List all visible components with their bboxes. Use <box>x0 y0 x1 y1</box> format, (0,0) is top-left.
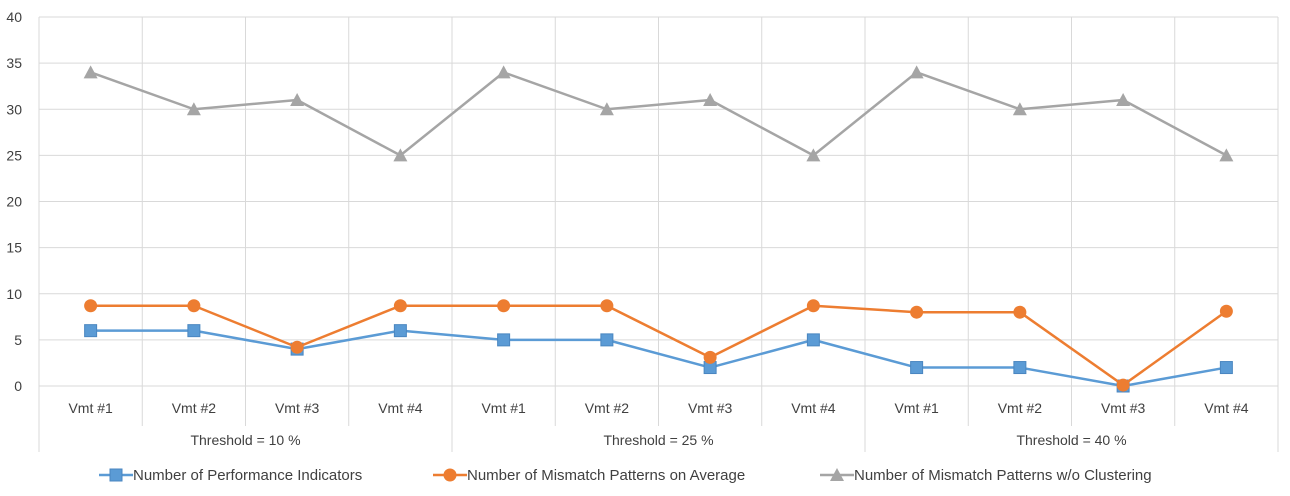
x-tick-label: Vmt #4 <box>1204 400 1249 416</box>
y-tick-label: 25 <box>6 147 22 163</box>
data-point <box>703 93 718 107</box>
legend-item: Number of Mismatch Patterns on Average <box>433 467 745 484</box>
data-point <box>600 333 614 347</box>
y-tick-label: 35 <box>6 55 22 71</box>
data-point <box>84 299 98 313</box>
x-tick-label: Vmt #2 <box>172 400 217 416</box>
data-point <box>806 148 821 162</box>
x-tick-label: Vmt #1 <box>481 400 526 416</box>
data-point <box>393 324 407 338</box>
data-point <box>1013 361 1027 375</box>
data-point <box>393 299 407 313</box>
legend-label: Number of Performance Indicators <box>133 467 362 484</box>
data-point <box>599 102 614 116</box>
y-axis: 0 5 10 15 20 25 30 35 40 <box>6 9 22 394</box>
data-point <box>187 324 201 338</box>
series-line <box>90 329 1227 388</box>
data-point <box>497 299 511 313</box>
data-point <box>910 305 924 319</box>
legend-label: Number of Mismatch Patterns on Average <box>467 467 745 484</box>
series-line <box>90 71 1227 157</box>
y-tick-label: 5 <box>14 332 22 348</box>
data-point <box>1013 305 1027 319</box>
data-point <box>1219 361 1233 375</box>
data-point <box>806 333 820 347</box>
x-group-label: Threshold = 25 % <box>603 432 713 448</box>
x-tick-label: Vmt #2 <box>998 400 1043 416</box>
data-point <box>1219 304 1233 318</box>
data-point <box>83 65 98 79</box>
x-tick-label: Vmt #4 <box>791 400 836 416</box>
legend-label: Number of Mismatch Patterns w/o Clusteri… <box>854 467 1152 484</box>
y-tick-label: 15 <box>6 240 22 256</box>
y-tick-label: 30 <box>6 101 22 117</box>
legend-marker <box>830 468 844 481</box>
x-group-label: Threshold = 40 % <box>1016 432 1126 448</box>
data-point <box>290 340 304 354</box>
x-group-label: Threshold = 10 % <box>190 432 300 448</box>
y-tick-label: 10 <box>6 286 22 302</box>
data-point <box>1219 148 1234 162</box>
legend-item: Number of Performance Indicators <box>99 467 362 484</box>
data-point <box>497 333 511 347</box>
x-tick-label: Vmt #2 <box>585 400 630 416</box>
data-point <box>84 324 98 338</box>
data-point <box>290 93 305 107</box>
series-2 <box>84 299 1233 392</box>
series-1 <box>84 324 1233 393</box>
data-point <box>1116 378 1130 392</box>
series-3 <box>83 65 1234 162</box>
x-tick-label: Vmt #1 <box>894 400 939 416</box>
x-tick-label: Vmt #3 <box>688 400 733 416</box>
y-tick-label: 0 <box>14 378 22 394</box>
legend-item: Number of Mismatch Patterns w/o Clusteri… <box>820 467 1152 484</box>
data-point <box>187 299 201 313</box>
series <box>83 65 1234 393</box>
data-point <box>496 65 511 79</box>
x-axis: Vmt #1 Vmt #2 Vmt #3 Vmt #4 Vmt #1 Vmt #2 Vmt … <box>38 385 1279 452</box>
y-tick-label: 40 <box>6 9 22 25</box>
data-point <box>1012 102 1027 116</box>
grid <box>38 16 1279 387</box>
data-point <box>703 350 717 364</box>
x-tick-label: Vmt #3 <box>275 400 320 416</box>
data-point <box>186 102 201 116</box>
data-point <box>806 299 820 313</box>
legend-marker <box>109 468 123 482</box>
legend: Number of Performance Indicators Number o… <box>99 467 1152 484</box>
data-point <box>1116 93 1131 107</box>
data-point <box>909 65 924 79</box>
data-point <box>600 299 614 313</box>
x-tick-label: Vmt #3 <box>1101 400 1146 416</box>
x-tick-label: Vmt #4 <box>378 400 423 416</box>
data-point <box>393 148 408 162</box>
series-line <box>90 304 1228 387</box>
x-tick-label: Vmt #1 <box>68 400 113 416</box>
legend-marker <box>443 468 457 482</box>
y-tick-label: 20 <box>6 194 22 210</box>
data-point <box>910 361 924 375</box>
